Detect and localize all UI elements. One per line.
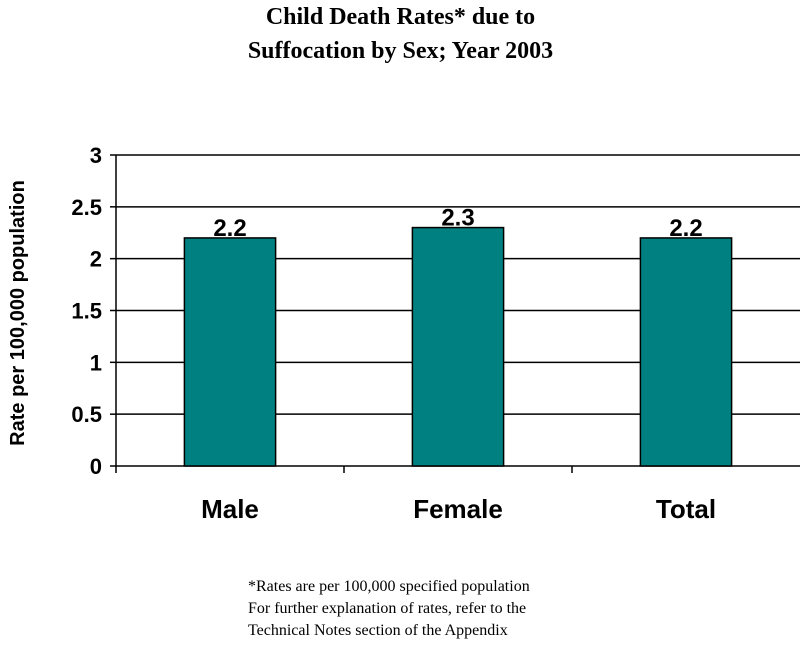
- chart-title-line-2: Suffocation by Sex; Year 2003: [247, 38, 554, 64]
- chart-title-line-1: Child Death Rates* due to: [265, 4, 536, 30]
- y-tick-label: 0: [90, 454, 102, 479]
- footnote-line-3: Technical Notes section of the Appendix: [248, 622, 508, 639]
- bar-male: [183, 237, 277, 467]
- y-tick-label: 2.5: [71, 195, 102, 220]
- y-tick-label: 1.5: [71, 299, 102, 324]
- data-label-male: 2.2: [213, 215, 246, 242]
- bar-total: [639, 237, 733, 467]
- plot-area: 2.2 2.3 2.2 0 0.5 1 1.5 2 2.5 3 Male Female Total R…: [7, 143, 800, 524]
- data-labels: 2.2 2.3 2.2: [213, 205, 702, 242]
- bar-female: [411, 226, 505, 467]
- bars: [183, 226, 733, 467]
- footnote-line-2: For further explanation of rates, refer …: [248, 600, 527, 617]
- x-tick-label-female: Female: [413, 494, 503, 524]
- y-tick-label: 1: [90, 350, 102, 375]
- y-tick-label: 0.5: [71, 402, 102, 427]
- footnote-line-1: *Rates are per 100,000 specified populat…: [248, 578, 530, 595]
- data-label-total: 2.2: [669, 215, 702, 242]
- x-tick-label-total: Total: [656, 494, 716, 524]
- y-tick-label: 2: [90, 247, 102, 272]
- y-tick-label: 3: [90, 143, 102, 168]
- data-label-female: 2.3: [441, 205, 474, 232]
- x-tick-label-male: Male: [201, 494, 259, 524]
- y-axis-label: Rate per 100,000 population: [7, 180, 29, 446]
- tick-labels: 0 0.5 1 1.5 2 2.5 3 Male Female Total: [71, 143, 716, 524]
